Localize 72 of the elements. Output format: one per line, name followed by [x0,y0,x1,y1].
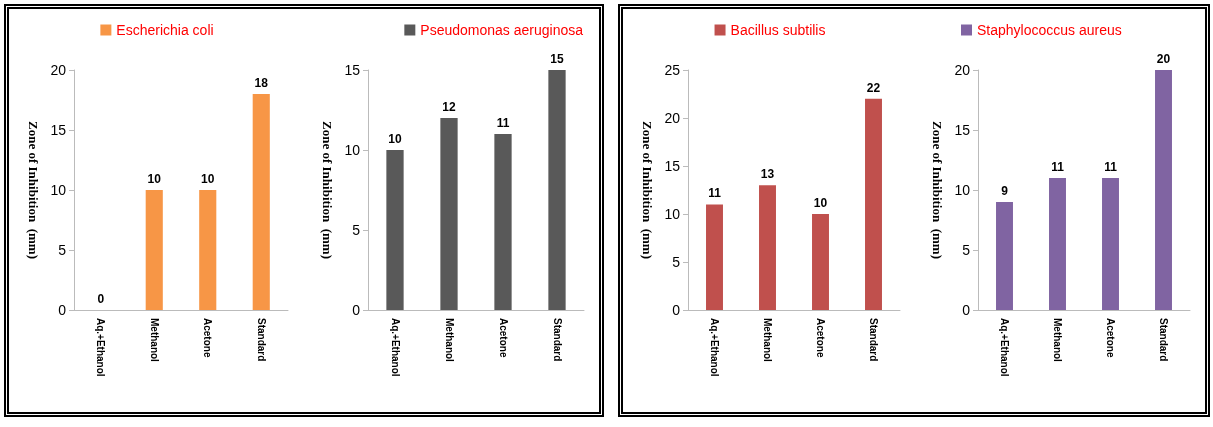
data-label: 10 [201,172,215,186]
x-tick-label: Acetone [1105,318,1116,358]
y-tick-label: 20 [50,62,67,78]
x-tick-label: Methanol [762,318,773,363]
data-label: 11 [1051,160,1065,174]
x-tick-label: Standard [551,318,563,362]
bar [812,214,829,310]
data-label: 12 [442,100,456,114]
bar [1155,70,1172,310]
x-tick-label: Methanol [1052,318,1063,363]
bar [1049,178,1066,310]
x-tick-label: Aq.+Ethanol [999,318,1010,377]
data-label: 10 [147,172,162,186]
x-tick-label: Standard [255,318,267,362]
data-label: 11 [496,116,510,130]
data-label: 22 [866,80,881,95]
x-tick-label: Aq.+Ethanol [389,318,401,377]
x-tick-label: Acetone [202,318,214,358]
y-tick-label: 5 [58,242,67,258]
y-tick-label: 15 [344,62,361,78]
y-tick-label: 10 [954,182,971,198]
x-tick-label: Methanol [148,318,160,363]
y-tick-label: 20 [954,62,971,78]
legend-label: Staphylococcus aureus [977,22,1122,38]
y-tick-label: 5 [672,254,681,270]
y-tick-label: 0 [58,302,67,318]
data-label: 11 [708,186,722,201]
y-tick-label: 0 [672,302,681,318]
y-tick-label: 25 [664,62,681,78]
legend-label: Pseudomonas aeruginosa [420,22,584,38]
data-label: 18 [254,76,269,90]
data-label: 0 [97,292,105,306]
y-tick-label: 15 [954,122,971,138]
bar [548,70,566,310]
y-tick-label: 20 [664,110,681,126]
bar [1102,178,1119,310]
bar [440,118,458,310]
y-axis-title: Zone of Inhibition (mm) [929,121,945,259]
x-tick-label: Methanol [443,318,455,363]
bar [386,150,404,310]
x-tick-label: Standard [1158,318,1169,362]
x-tick-label: Aq.+Ethanol [95,318,107,377]
bar [706,204,723,310]
bar [759,185,776,310]
data-label: 20 [1156,52,1171,66]
y-axis-title: Zone of Inhibition (mm) [639,121,655,259]
data-label: 13 [760,167,775,182]
bar [494,134,512,310]
x-tick-label: Aq.+Ethanol [709,318,720,377]
y-tick-label: 15 [50,122,67,138]
y-tick-label: 15 [664,158,681,174]
x-tick-label: Acetone [815,318,826,358]
y-tick-label: 5 [962,242,971,258]
data-label: 11 [1104,160,1118,174]
data-label: 10 [813,196,828,210]
y-tick-label: 10 [664,206,681,222]
legend-label: Bacillus subtilis [730,22,826,38]
y-tick-label: 0 [352,302,361,318]
legend-label: Escherichia coli [116,22,214,38]
data-label: 10 [388,132,402,146]
bar [996,202,1013,310]
y-tick-label: 0 [962,302,971,318]
data-label: 9 [1001,184,1009,198]
y-tick-label: 5 [352,222,361,238]
data-label: 15 [550,52,564,66]
y-tick-label: 10 [344,142,361,158]
bar [865,98,882,310]
y-tick-label: 10 [50,182,67,198]
x-tick-label: Acetone [497,318,509,358]
y-axis-title: Zone of Inhibition (mm) [319,121,335,259]
y-axis-title: Zone of Inhibition (mm) [25,121,41,259]
x-tick-label: Standard [868,318,879,362]
